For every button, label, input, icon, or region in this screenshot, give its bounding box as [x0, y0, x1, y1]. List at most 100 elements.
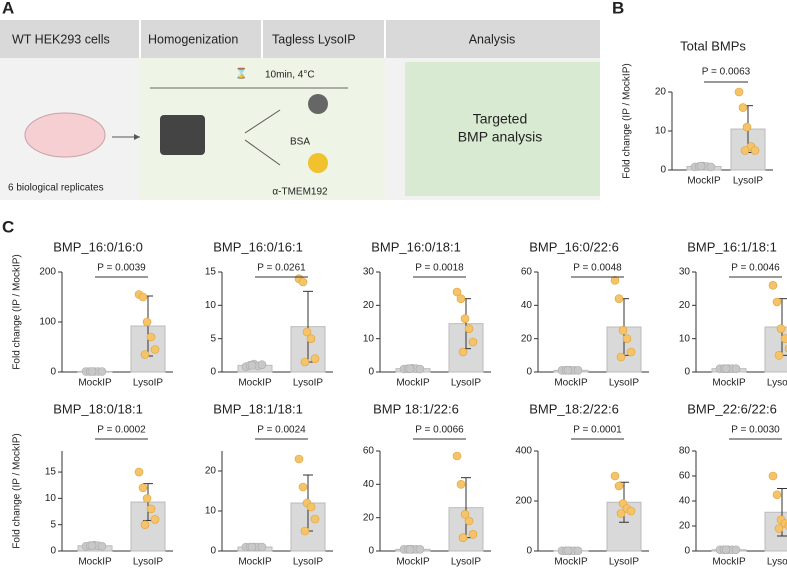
y-tick-label: 0 — [50, 367, 56, 378]
data-point — [768, 281, 778, 290]
y-tick-label: 20 — [363, 300, 375, 311]
step-label: Homogenization — [148, 32, 238, 46]
x-tick-label: MockIP — [238, 557, 272, 568]
x-tick-label: MockIP — [712, 378, 746, 389]
data-point — [738, 103, 748, 112]
analysis-label: Targeted — [473, 111, 527, 127]
data-point — [776, 324, 786, 333]
cells-label: 6 biological replicates — [8, 183, 104, 194]
data-point — [742, 122, 752, 132]
chart-title: BMP_18:1/18:1 — [213, 401, 303, 416]
petri-dish — [24, 112, 106, 158]
data-point — [626, 347, 636, 357]
y-tick-label: 0 — [684, 546, 690, 557]
data-point — [563, 546, 573, 556]
x-tick-label: MockIP — [396, 378, 430, 389]
chart-title: BMP_16:0/16:0 — [53, 239, 143, 254]
x-tick-label: MockIP — [712, 557, 746, 568]
data-point — [146, 332, 156, 342]
p-value: P = 0.0063 — [702, 67, 751, 78]
data-point — [310, 514, 320, 524]
y-tick-label: 100 — [39, 317, 56, 328]
x-tick-label: LysoIP — [767, 557, 787, 568]
y-tick-label: 10 — [205, 506, 217, 517]
x-tick-label: LysoIP — [293, 378, 324, 389]
step-label: WT HEK293 cells — [12, 32, 110, 46]
y-tick-label: 20 — [363, 512, 375, 523]
data-point — [464, 516, 474, 526]
homogenizer — [160, 115, 205, 155]
y-tick-label: 80 — [679, 446, 691, 457]
panel-label: C — [2, 217, 14, 236]
data-point — [610, 276, 620, 285]
y-tick-label: 10 — [45, 493, 57, 504]
data-point — [721, 364, 731, 373]
data-point — [247, 361, 257, 370]
chart-title: BMP_16:0/16:1 — [213, 239, 303, 254]
workflow-header — [0, 20, 600, 58]
p-value: P = 0.0024 — [257, 425, 306, 436]
data-point — [298, 277, 308, 287]
data-point — [150, 345, 160, 354]
y-tick-label: 400 — [515, 446, 532, 457]
x-tick-label: MockIP — [78, 557, 112, 568]
data-point — [772, 490, 782, 500]
data-point — [456, 294, 466, 303]
y-axis-label: Fold change (IP / MockIP) — [622, 63, 633, 178]
data-point — [696, 161, 706, 171]
y-tick-label: 10 — [363, 333, 375, 344]
arrow-head — [134, 134, 140, 140]
data-point — [456, 480, 466, 489]
data-point — [302, 327, 312, 337]
y-axis-label: Fold change (IP / MockIP) — [12, 254, 23, 369]
y-tick-label: 0 — [368, 546, 374, 557]
data-point — [626, 506, 636, 516]
x-tick-label: LysoIP — [133, 378, 164, 389]
x-tick-label: MockIP — [396, 557, 430, 568]
control-label: BSA — [290, 137, 310, 148]
y-tick-label: 20 — [521, 333, 533, 344]
data-point — [721, 545, 731, 555]
data-point — [460, 510, 470, 519]
data-point — [616, 352, 626, 362]
x-tick-label: MockIP — [687, 176, 721, 187]
data-point — [458, 533, 468, 542]
chart-title: Total BMPs — [680, 38, 746, 53]
data-point — [146, 504, 156, 514]
p-value: P = 0.0046 — [731, 263, 780, 274]
data-point — [616, 509, 626, 518]
x-tick-label: MockIP — [238, 378, 272, 389]
data-point — [772, 297, 782, 307]
timer-icon: ⌛ — [235, 67, 247, 80]
y-tick-label: 5 — [210, 333, 216, 344]
p-value: P = 0.0066 — [415, 425, 464, 436]
panel-label: A — [2, 0, 14, 17]
data-point — [300, 526, 310, 536]
data-point — [306, 334, 316, 343]
data-point — [780, 334, 787, 343]
chart-title: BMP_18:2/22:6 — [529, 401, 619, 416]
y-tick-label: 0 — [526, 367, 532, 378]
y-tick-label: 15 — [45, 467, 57, 478]
data-point — [306, 502, 316, 512]
data-point — [610, 471, 620, 481]
data-point — [134, 467, 144, 477]
data-point — [310, 354, 320, 363]
data-point — [452, 451, 462, 461]
p-value: P = 0.0048 — [573, 263, 622, 274]
data-point — [247, 542, 257, 552]
control-label: α-TMEM192 — [272, 187, 328, 198]
data-point — [298, 482, 308, 492]
p-value: P = 0.0030 — [731, 425, 780, 436]
chart-title: BMP_18:0/18:1 — [53, 401, 143, 416]
data-point — [618, 326, 628, 335]
x-tick-label: LysoIP — [293, 557, 324, 568]
p-value: P = 0.0018 — [415, 263, 464, 274]
data-point — [97, 541, 107, 551]
y-tick-label: 40 — [363, 479, 375, 490]
data-point — [142, 317, 152, 327]
data-point — [768, 471, 778, 481]
data-point — [405, 364, 415, 373]
chart-title: BMP_16:0/18:1 — [371, 239, 461, 254]
